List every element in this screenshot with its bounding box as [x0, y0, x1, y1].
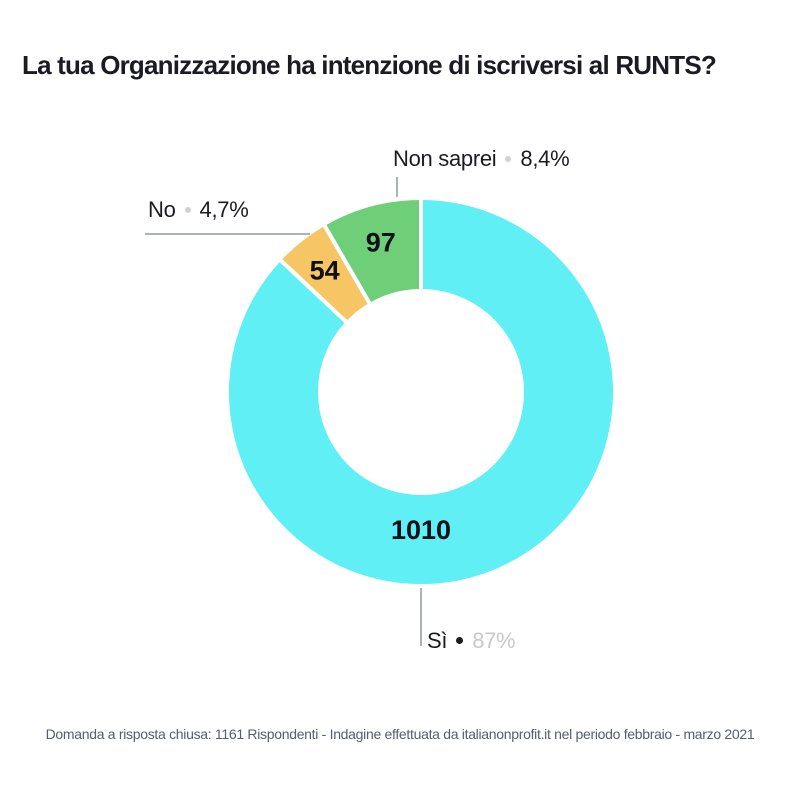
slice-label-si: Sì — [427, 628, 448, 653]
slice-value-sì: 1010 — [391, 515, 451, 545]
slice-label-non-saprei: Non saprei — [393, 146, 497, 171]
callout-non-saprei: Non saprei 8,4% — [393, 145, 570, 172]
separator-dot-icon — [184, 206, 191, 213]
callout-no: No 4,7% — [148, 196, 249, 223]
slice-percent-si: 87% — [472, 628, 516, 653]
chart-title: La tua Organizzazione ha intenzione di i… — [22, 50, 717, 80]
donut-slice-sì — [225, 196, 617, 588]
slice-value-no: 54 — [310, 256, 340, 286]
separator-dot-icon — [456, 637, 464, 644]
slice-label-no: No — [148, 197, 176, 222]
slice-percent-no: 4,7% — [199, 197, 249, 222]
slice-percent-non-saprei: 8,4% — [520, 146, 570, 171]
leader-line-non-saprei — [396, 177, 398, 197]
leader-line-si — [420, 588, 422, 646]
donut-slice-non-saprei — [321, 196, 423, 307]
slice-value-non-saprei: 97 — [366, 227, 396, 257]
callout-si: Sì 87% — [427, 627, 516, 654]
leader-line-no — [145, 233, 310, 235]
separator-dot-icon — [505, 155, 512, 162]
chart-footnote: Domanda a risposta chiusa: 1161 Risponde… — [45, 726, 755, 742]
